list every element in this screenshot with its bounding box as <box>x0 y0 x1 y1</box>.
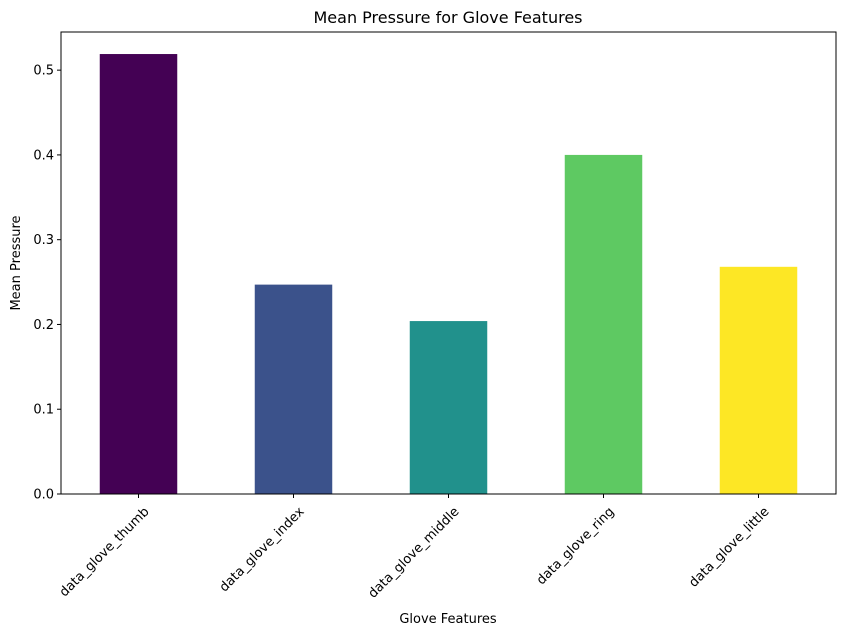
x-axis: data_glove_thumb data_glove_index data_glo… <box>57 494 773 601</box>
y-tick-label: 0.4 <box>33 148 54 163</box>
y-tick-label: 0.3 <box>33 233 54 248</box>
bar-data_glove_middle <box>409 321 488 494</box>
bar-data_glove_little <box>719 266 798 494</box>
y-tick-label: 0.5 <box>33 64 54 79</box>
plot-area <box>99 54 798 495</box>
x-tick-label: data_glove_ring <box>534 504 618 588</box>
y-tick-label: 0.0 <box>33 488 54 503</box>
x-tick-label: data_glove_middle <box>366 504 463 601</box>
x-axis-label: Glove Features <box>399 612 497 627</box>
y-axis-label: Mean Pressure <box>9 215 24 310</box>
bar-data_glove_ring <box>564 154 643 495</box>
y-tick-label: 0.1 <box>33 403 54 418</box>
bar-data_glove_index <box>254 284 333 494</box>
y-tick-label: 0.2 <box>33 318 54 333</box>
y-axis: 0.0 0.1 0.2 0.3 0.4 0.5 <box>33 64 61 503</box>
x-tick-label: data_glove_index <box>217 504 308 595</box>
bar-data_glove_thumb <box>99 54 178 494</box>
x-tick-label: data_glove_thumb <box>57 504 153 600</box>
x-tick-label: data_glove_little <box>686 504 772 590</box>
chart-title: Mean Pressure for Glove Features <box>314 8 583 27</box>
